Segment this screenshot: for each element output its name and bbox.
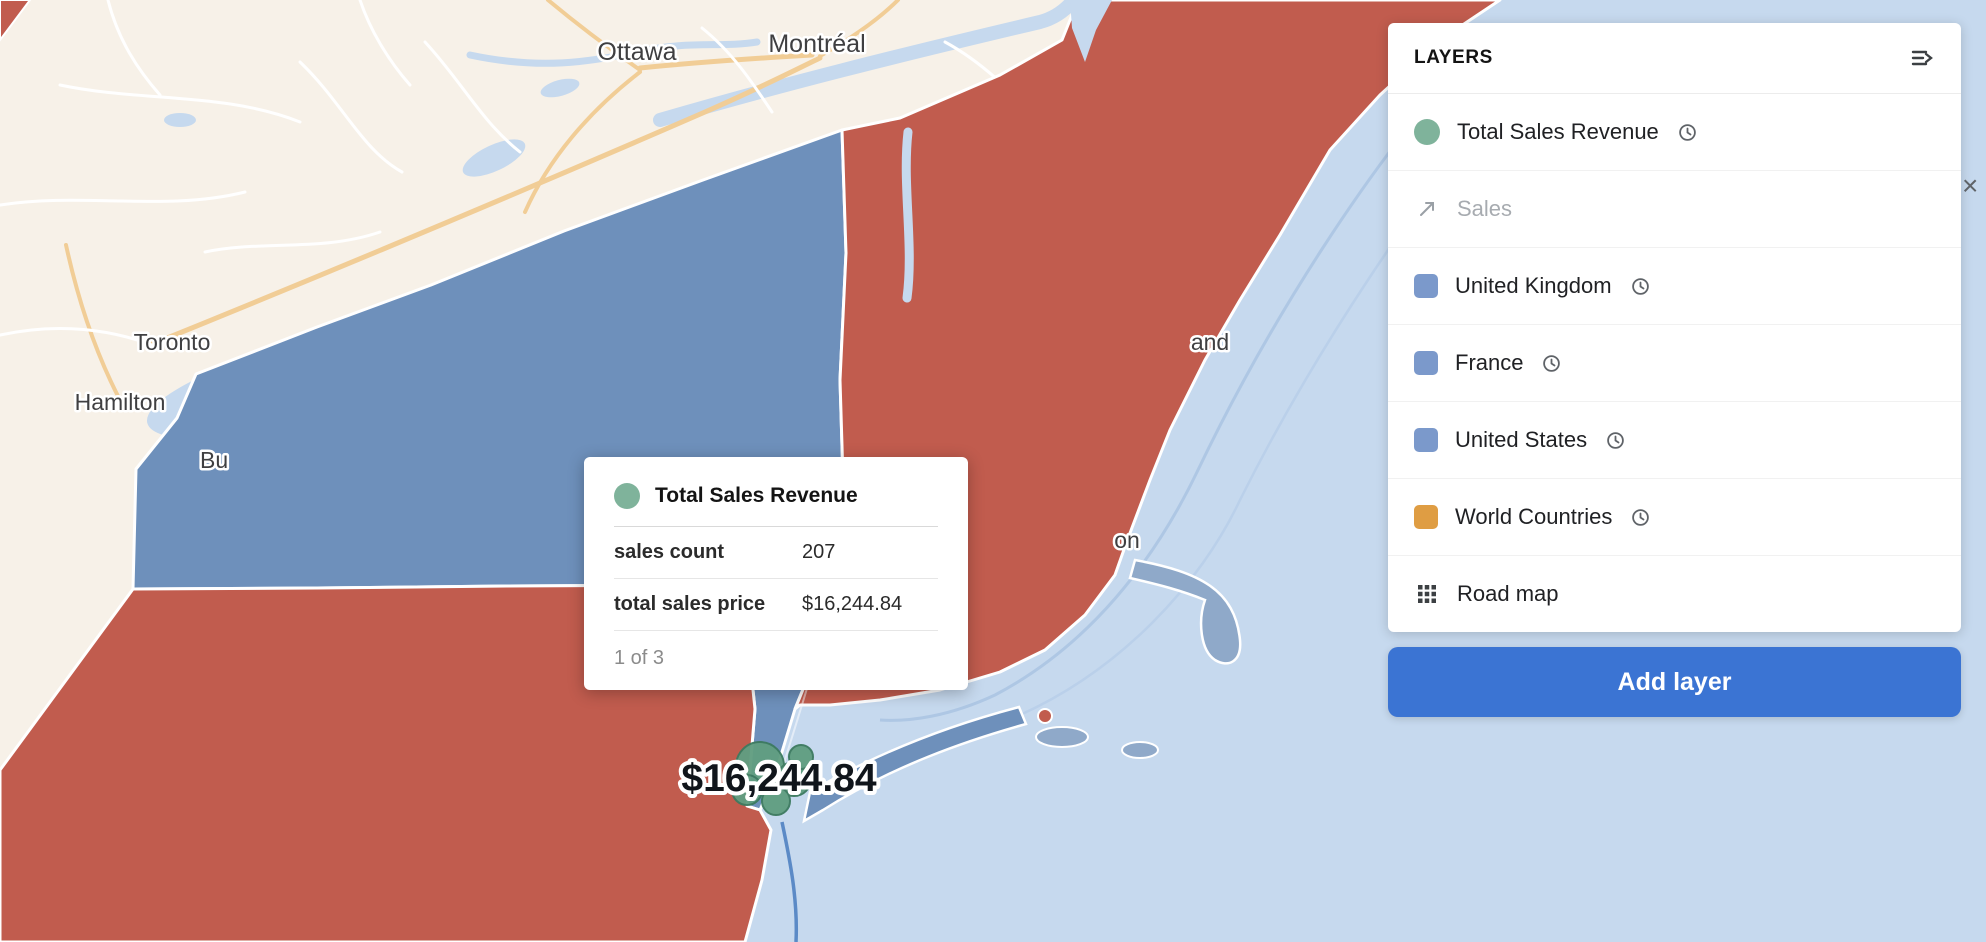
- long-island: [802, 705, 1028, 824]
- small-lake: [462, 139, 526, 177]
- tooltip-row-value: 207: [802, 541, 836, 563]
- layer-item-united-states[interactable]: United States: [1388, 402, 1961, 479]
- layer-item-world-countries[interactable]: World Countries: [1388, 479, 1961, 556]
- clock-icon[interactable]: [1542, 354, 1561, 373]
- tooltip-header: Total Sales Revenue: [614, 483, 938, 527]
- layer-item-united-kingdom[interactable]: United Kingdom: [1388, 248, 1961, 325]
- city-label-montreal: Montréal: [768, 30, 865, 58]
- cape-cod: [1128, 558, 1242, 665]
- roads: [0, 0, 1042, 402]
- layer-swatch-square[interactable]: [1414, 505, 1438, 529]
- layer-label: Sales: [1457, 196, 1513, 221]
- small-lake-3: [164, 113, 196, 127]
- city-label-toronto: Toronto: [134, 329, 211, 355]
- city-label-boston-fragment: on: [1114, 527, 1140, 553]
- layer-swatch-square[interactable]: [1414, 351, 1438, 375]
- layer-label: World Countries: [1455, 504, 1613, 529]
- layers-panel-header: LAYERS: [1388, 23, 1961, 94]
- close-icon[interactable]: ×: [1962, 170, 1979, 201]
- layer-item-sales[interactable]: Sales: [1388, 171, 1961, 248]
- marker-cluster[interactable]: [731, 741, 814, 816]
- city-label-portland-fragment: and: [1191, 329, 1229, 355]
- layers-panel-title: LAYERS: [1414, 47, 1493, 68]
- tooltip-title: Total Sales Revenue: [655, 484, 858, 507]
- clock-icon[interactable]: [1631, 508, 1650, 527]
- region-red-corner: [0, 0, 32, 42]
- layer-swatch-square[interactable]: [1414, 428, 1438, 452]
- tooltip-row-total-sales-price: total sales price $16,244.84: [614, 579, 938, 631]
- tooltip-row-value: $16,244.84: [802, 593, 903, 615]
- river-inlet: [1070, 0, 1112, 62]
- layer-label: France: [1455, 350, 1524, 375]
- tooltip-pagination: 1 of 3: [614, 647, 665, 669]
- layer-label: United Kingdom: [1455, 273, 1612, 298]
- layer-color-dot: [614, 483, 640, 509]
- diagonal-arrow-icon: [1414, 198, 1440, 220]
- layer-swatch-circle[interactable]: [1414, 119, 1440, 145]
- route-line: [780, 821, 799, 942]
- region-mid-atlantic[interactable]: [0, 581, 773, 942]
- layer-label: Total Sales Revenue: [1457, 119, 1659, 144]
- layer-label: United States: [1455, 427, 1588, 452]
- tooltip-row-label: sales count: [614, 541, 725, 563]
- clock-icon[interactable]: [1631, 277, 1650, 296]
- island-marthas-vineyard: [1035, 726, 1089, 748]
- small-lake-2: [540, 78, 580, 98]
- layer-item-france[interactable]: France: [1388, 325, 1961, 402]
- lake-champlain: [901, 127, 914, 303]
- add-layer-button[interactable]: Add layer: [1388, 647, 1961, 717]
- tooltip-row-sales-count: sales count 207: [614, 527, 938, 579]
- grid-basemap-icon: [1414, 584, 1440, 604]
- city-label-ottawa: Ottawa: [597, 38, 676, 66]
- layer-item-road-map[interactable]: Road map: [1388, 556, 1961, 632]
- small-red-island: [1037, 708, 1053, 724]
- map-tooltip: Total Sales Revenue sales count 207 tota…: [584, 457, 968, 690]
- city-label-hamilton: Hamilton: [75, 389, 166, 415]
- marker-value-label: $16,244.84: [681, 757, 877, 800]
- layer-label: Road map: [1457, 581, 1559, 606]
- layer-item-total-sales-revenue[interactable]: Total Sales Revenue: [1388, 94, 1961, 171]
- city-label-buffalo-fragment: Bu: [200, 447, 228, 473]
- collapse-panel-icon[interactable]: [1909, 45, 1935, 71]
- coast-contour-line: [879, 48, 1477, 722]
- layer-swatch-square[interactable]: [1414, 274, 1438, 298]
- layers-panel: LAYERS Total Sales Revenue: [1388, 23, 1961, 632]
- island-nantucket: [1121, 741, 1159, 759]
- clock-icon[interactable]: [1678, 123, 1697, 142]
- clock-icon[interactable]: [1606, 431, 1625, 450]
- tooltip-row-label: total sales price: [614, 593, 766, 615]
